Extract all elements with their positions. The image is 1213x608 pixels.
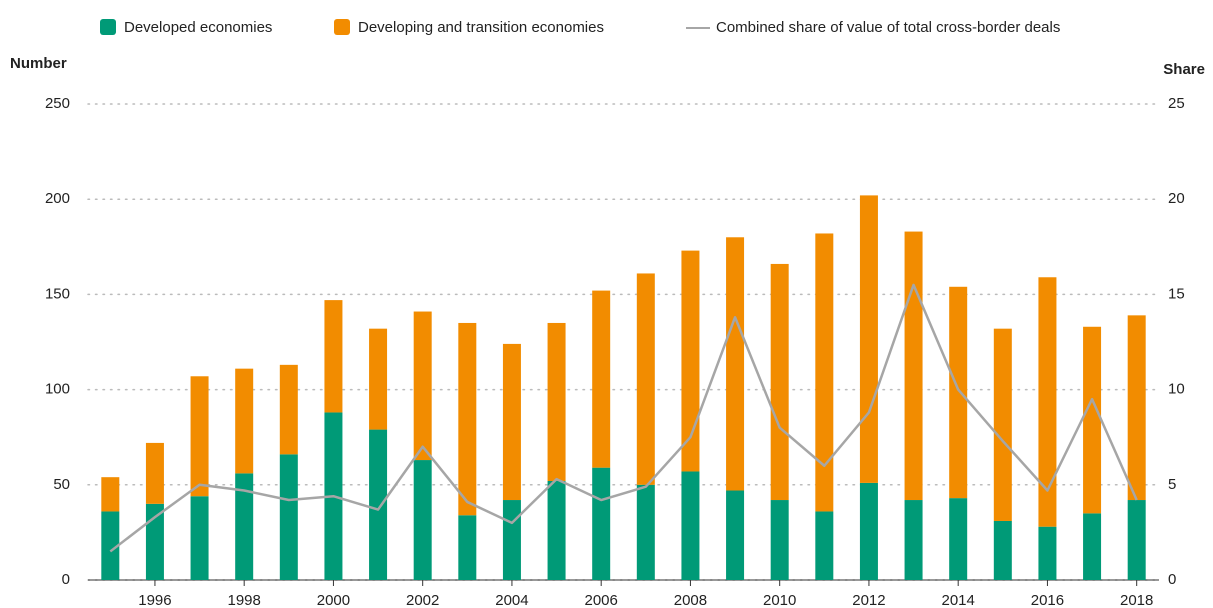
y-tick-label: 250 [45, 95, 70, 112]
x-tick-label: 2016 [1031, 592, 1064, 608]
bar [949, 498, 968, 580]
bar [547, 322, 566, 481]
bar [993, 328, 1012, 521]
bar [681, 471, 700, 580]
x-tick-label: 2012 [852, 592, 885, 608]
bar [993, 520, 1012, 580]
y-tick-label: 150 [45, 285, 70, 302]
bar [949, 286, 968, 499]
bar [235, 368, 254, 474]
x-tick-label: 1996 [138, 592, 171, 608]
bar [145, 442, 164, 504]
bar [815, 511, 834, 580]
x-tick-label: 1998 [228, 592, 261, 608]
bar [681, 250, 700, 472]
y-tick-label: 50 [53, 476, 70, 493]
bar [1038, 526, 1057, 580]
legend: Developed economies Developing and trans… [100, 19, 1060, 36]
bar [1127, 500, 1146, 580]
bar [324, 300, 343, 413]
legend-swatch [334, 19, 350, 35]
bar [1083, 326, 1102, 514]
bar [413, 460, 432, 580]
bar [101, 477, 120, 512]
bar [904, 231, 923, 501]
bar [859, 195, 878, 483]
y-tick-label: 200 [45, 190, 70, 207]
bar [369, 429, 388, 580]
bar [502, 343, 521, 501]
y2-tick-label: 10 [1168, 381, 1185, 398]
bar [636, 484, 655, 580]
bar [1038, 277, 1057, 527]
legend-swatch [100, 19, 116, 35]
bar [1127, 315, 1146, 501]
x-tick-label: 2008 [674, 592, 707, 608]
x-tick-label: 2004 [495, 592, 528, 608]
y2-tick-label: 25 [1168, 95, 1185, 112]
bar [770, 500, 789, 580]
line [109, 283, 1138, 553]
y2-tick-label: 5 [1168, 476, 1176, 493]
y-tick-label: 100 [45, 381, 70, 398]
legend-label: Developed economies [124, 19, 272, 36]
bar [458, 322, 477, 516]
bar [101, 511, 120, 580]
bar [369, 328, 388, 430]
bar [458, 515, 477, 580]
bar [726, 490, 745, 580]
x-tick-label: 2002 [406, 592, 439, 608]
x-tick-label: 2014 [942, 592, 975, 608]
x-tick-label: 2006 [585, 592, 618, 608]
bar [904, 500, 923, 580]
bar [726, 237, 745, 491]
y2-axis-title: Share [1163, 61, 1205, 78]
bar [190, 496, 209, 580]
y-tick-label: 0 [62, 571, 70, 588]
bar [1083, 513, 1102, 580]
bar [547, 480, 566, 580]
bar [279, 454, 298, 580]
y-axis-title: Number [10, 55, 67, 72]
bar [145, 503, 164, 580]
bar [279, 364, 298, 455]
x-tick-label: 2018 [1120, 592, 1153, 608]
bar [190, 376, 209, 497]
x-tick-label: 2000 [317, 592, 350, 608]
bar [770, 263, 789, 501]
bar [636, 273, 655, 485]
y2-tick-label: 0 [1168, 571, 1176, 588]
bar [815, 233, 834, 512]
bar [859, 482, 878, 580]
y2-tick-label: 15 [1168, 285, 1185, 302]
legend-label: Developing and transition economies [358, 19, 604, 36]
bar [502, 500, 521, 580]
y2-tick-label: 20 [1168, 190, 1185, 207]
bar [413, 311, 432, 461]
bar [235, 473, 254, 580]
bar [592, 290, 611, 468]
x-tick-label: 2010 [763, 592, 796, 608]
bar [592, 467, 611, 580]
legend-label: Combined share of value of total cross-b… [716, 19, 1060, 36]
